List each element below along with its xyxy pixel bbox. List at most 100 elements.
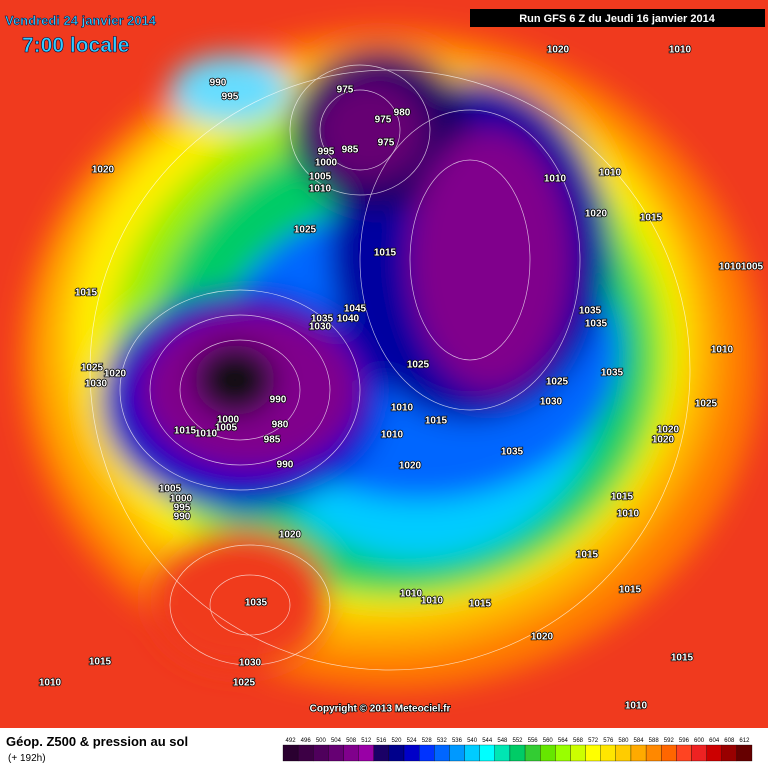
pressure-label: 990 [174, 512, 191, 523]
pressure-label: 1035 [245, 598, 268, 609]
copyright: Copyright © 2013 Meteociel.fr [310, 704, 451, 715]
scale-label: 496 [301, 738, 312, 744]
scale-label: 536 [452, 738, 463, 744]
pressure-label: 995 [222, 92, 239, 103]
pressure-label: 1015 [374, 248, 397, 259]
scale-label: 512 [361, 738, 372, 744]
scale-label: 516 [376, 738, 387, 744]
pressure-label: 1000 [315, 158, 338, 169]
scale-label: 596 [679, 738, 690, 744]
footer-lead: (+ 192h) [8, 753, 46, 764]
footer-title: Géop. Z500 & pression au sol [6, 734, 188, 749]
pressure-label: 990 [210, 78, 227, 89]
pressure-label: 1010 [391, 403, 414, 414]
scale-swatch [676, 744, 692, 762]
pressure-label: 990 [270, 395, 287, 406]
scale-label: 540 [467, 738, 478, 744]
scale-label: 572 [588, 738, 599, 744]
scale-label: 560 [543, 738, 554, 744]
pressure-label: 1020 [585, 209, 608, 220]
pressure-label: 1005 [159, 484, 182, 495]
pressure-label: 1030 [540, 397, 563, 408]
scale-label: 548 [497, 738, 508, 744]
pressure-label: 1020 [657, 425, 680, 436]
scale-swatch [373, 744, 390, 762]
date: Vendredi 24 janvier 2014 [5, 13, 157, 28]
time: 7:00 locale [22, 34, 129, 57]
pressure-label: 1020 [92, 165, 115, 176]
pressure-label: 1035 [579, 306, 602, 317]
pressure-label: 1035 [501, 447, 524, 458]
pressure-label: 1010 [711, 345, 734, 356]
pressure-label: 1030 [85, 379, 108, 390]
pressure-label: 1025 [546, 377, 569, 388]
pressure-label: 1040 [337, 314, 360, 325]
pressure-label: 1015 [611, 492, 634, 503]
pressure-label: 1020 [547, 45, 570, 56]
pressure-label: 1015 [425, 416, 448, 427]
scale-label: 600 [694, 738, 705, 744]
scale-swatch [736, 744, 753, 762]
pressure-label: 975 [337, 85, 354, 96]
pressure-label: 1020 [531, 632, 554, 643]
scale-label: 584 [634, 738, 645, 744]
scale-label: 564 [558, 738, 569, 744]
scale-swatch [282, 744, 299, 762]
scale-label: 576 [603, 738, 614, 744]
scale-label: 552 [512, 738, 523, 744]
scale-swatch [403, 744, 420, 762]
pressure-label: 1025 [407, 360, 430, 371]
scale-swatch [691, 744, 707, 762]
scale-swatch [328, 744, 344, 762]
pressure-label: 1025 [81, 363, 104, 374]
pressure-label: 1010 [625, 701, 648, 712]
pressure-label: 1010 [719, 262, 742, 273]
scale-swatch [524, 744, 541, 762]
pressure-label: 1010 [617, 509, 640, 520]
scale-swatch [600, 744, 616, 762]
scale-label: 532 [437, 738, 448, 744]
pressure-label: 1010 [400, 589, 423, 600]
run-box [470, 9, 765, 27]
pressure-label: 1025 [695, 399, 718, 410]
scale-label: 528 [422, 738, 433, 744]
scale-label: 604 [709, 738, 720, 744]
pressure-label: 1030 [309, 322, 332, 333]
scale-swatch [434, 744, 450, 762]
scale-label: 608 [724, 738, 735, 744]
scale-label: 500 [316, 738, 327, 744]
pressure-label: 1015 [89, 657, 112, 668]
pressure-label: 1000 [217, 415, 240, 426]
pressure-label: 1010 [39, 678, 62, 689]
pressure-label: 1010 [309, 184, 332, 195]
scale-label: 568 [573, 738, 584, 744]
scale-swatch [494, 744, 511, 762]
pressure-label: 1020 [652, 435, 675, 446]
pressure-label: 980 [394, 108, 411, 119]
scale-label: 580 [618, 738, 629, 744]
color-scale: 492 496 500 504 508 512 516 520 524 528 532 536 540 5… [282, 738, 753, 762]
pressure-label: 1010 [381, 430, 404, 441]
pressure-label: 990 [277, 460, 294, 471]
scale-swatch [358, 744, 374, 762]
pressure-label: 1005 [309, 172, 332, 183]
pressure-label: 1015 [75, 288, 98, 299]
pressure-label: 1030 [239, 658, 262, 669]
scale-swatch [645, 744, 662, 762]
scale-swatch [570, 744, 586, 762]
pressure-label: 995 [318, 147, 335, 158]
scale-swatch [661, 744, 677, 762]
scale-swatch [419, 744, 435, 762]
pressure-label: 1015 [469, 599, 492, 610]
pressure-label: 1035 [601, 368, 624, 379]
scale-swatch [464, 744, 480, 762]
pressure-label: 1010 [669, 45, 692, 56]
scale-label: 504 [331, 738, 342, 744]
height-field [20, 30, 760, 690]
pressure-label: 985 [264, 435, 281, 446]
scale-swatch [479, 744, 495, 762]
pressure-label: 1010 [544, 174, 567, 185]
scale-swatch [721, 744, 738, 762]
scale-label: 508 [346, 738, 357, 744]
pressure-label: 1020 [399, 461, 422, 472]
